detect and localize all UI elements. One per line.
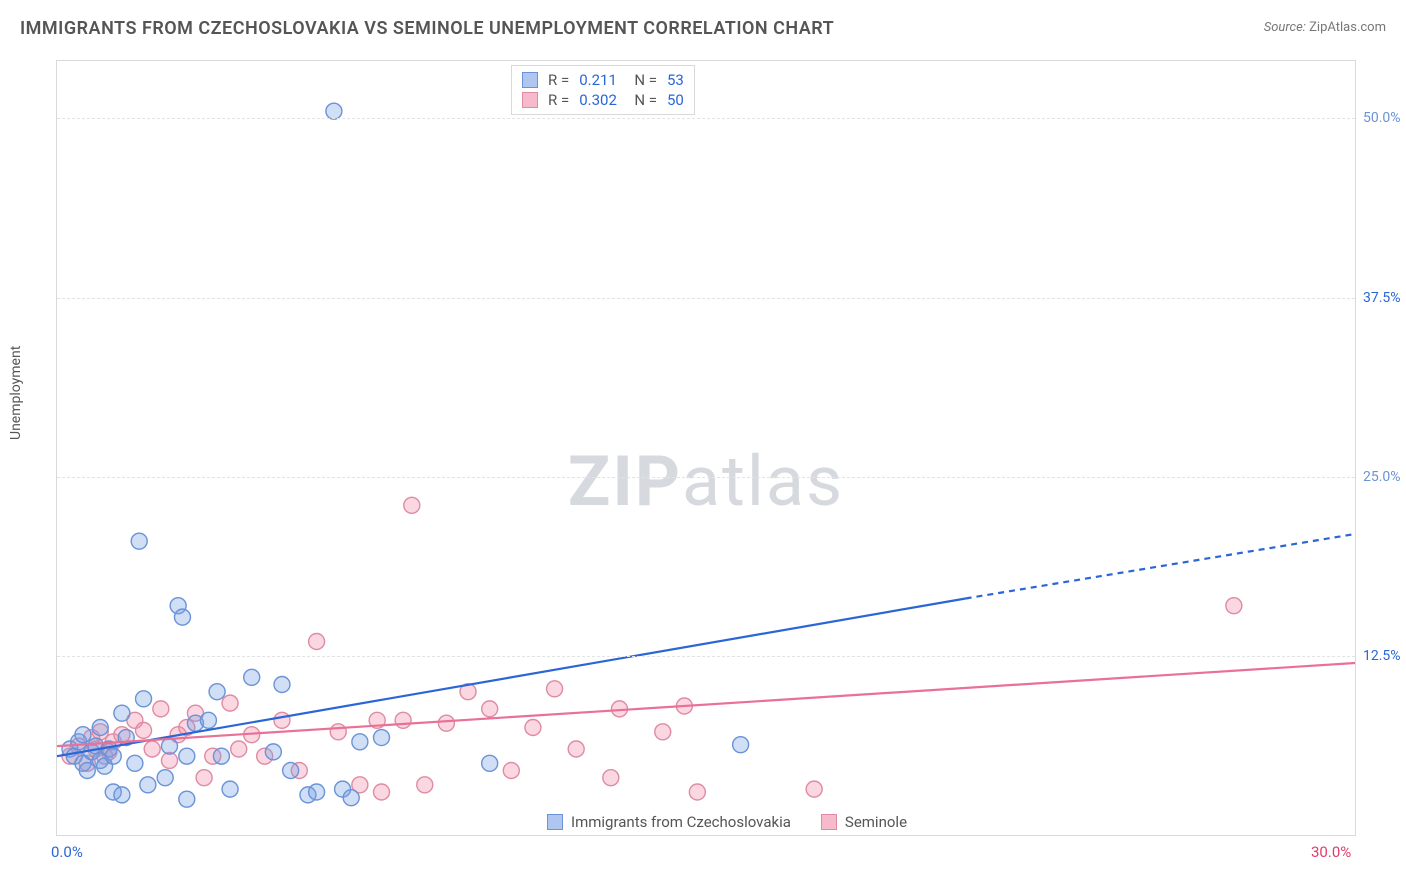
grid-line bbox=[57, 118, 1355, 119]
data-point bbox=[222, 695, 238, 711]
legend-swatch bbox=[547, 814, 563, 830]
data-point bbox=[244, 669, 260, 685]
legend-stats-row: R = 0.211 N = 53 bbox=[522, 70, 684, 90]
data-point bbox=[136, 691, 152, 707]
data-point bbox=[404, 497, 420, 513]
data-point bbox=[343, 790, 359, 806]
x-max-label: 30.0% bbox=[1311, 843, 1351, 861]
legend-series-label: Seminole bbox=[845, 813, 907, 831]
legend-r-value: 0.211 bbox=[579, 71, 617, 89]
legend-n-label: N = bbox=[627, 91, 657, 109]
source-value: ZipAtlas.com bbox=[1309, 20, 1386, 35]
data-point bbox=[309, 634, 325, 650]
data-point bbox=[689, 784, 705, 800]
data-point bbox=[330, 724, 346, 740]
data-point bbox=[1226, 598, 1242, 614]
grid-line bbox=[57, 477, 1355, 478]
data-point bbox=[127, 755, 143, 771]
data-point bbox=[309, 784, 325, 800]
data-point bbox=[806, 781, 822, 797]
data-point bbox=[482, 755, 498, 771]
data-point bbox=[503, 763, 519, 779]
data-point bbox=[547, 681, 563, 697]
legend-r-value: 0.302 bbox=[579, 91, 617, 109]
legend-stats: R = 0.211 N = 53R = 0.302 N = 50 bbox=[511, 65, 695, 115]
legend-n-value: 50 bbox=[667, 91, 684, 109]
legend-swatch bbox=[522, 72, 538, 88]
data-point bbox=[140, 777, 156, 793]
legend-stats-row: R = 0.302 N = 50 bbox=[522, 90, 684, 110]
legend-r-label: R = bbox=[548, 71, 569, 89]
grid-line bbox=[57, 298, 1355, 299]
data-point bbox=[374, 730, 390, 746]
data-point bbox=[114, 705, 130, 721]
data-point bbox=[179, 791, 195, 807]
y-tick-label: 50.0% bbox=[1363, 110, 1406, 126]
trend-line-a-dash bbox=[966, 534, 1355, 599]
data-point bbox=[352, 734, 368, 750]
data-point bbox=[231, 741, 247, 757]
data-point bbox=[196, 770, 212, 786]
source-label: Source: bbox=[1264, 20, 1306, 35]
y-axis-label: Unemployment bbox=[8, 346, 24, 440]
data-point bbox=[75, 727, 91, 743]
data-point bbox=[213, 748, 229, 764]
data-point bbox=[161, 738, 177, 754]
legend-swatch bbox=[821, 814, 837, 830]
chart-source: Source: ZipAtlas.com bbox=[1264, 20, 1386, 35]
legend-n-label: N = bbox=[627, 71, 657, 89]
legend-r-label: R = bbox=[548, 91, 569, 109]
x-origin-label: 0.0% bbox=[51, 843, 83, 861]
data-point bbox=[283, 763, 299, 779]
data-point bbox=[157, 770, 173, 786]
data-point bbox=[438, 715, 454, 731]
data-point bbox=[525, 720, 541, 736]
y-tick-label: 37.5% bbox=[1363, 290, 1406, 306]
y-tick-label: 12.5% bbox=[1363, 648, 1406, 664]
data-point bbox=[603, 770, 619, 786]
data-point bbox=[482, 701, 498, 717]
grid-line bbox=[57, 656, 1355, 657]
data-point bbox=[144, 741, 160, 757]
legend-series: Immigrants from Czechoslovakia Seminole bbox=[547, 813, 907, 831]
data-point bbox=[417, 777, 433, 793]
data-point bbox=[265, 744, 281, 760]
legend-n-value: 53 bbox=[667, 71, 684, 89]
trend-line-a bbox=[57, 599, 966, 757]
data-point bbox=[733, 737, 749, 753]
legend-series-item: Immigrants from Czechoslovakia bbox=[547, 813, 791, 831]
data-point bbox=[326, 103, 342, 119]
chart-svg bbox=[57, 61, 1355, 835]
data-point bbox=[114, 787, 130, 803]
data-point bbox=[395, 712, 411, 728]
data-point bbox=[374, 784, 390, 800]
y-tick-label: 25.0% bbox=[1363, 469, 1406, 485]
data-point bbox=[274, 677, 290, 693]
data-point bbox=[161, 752, 177, 768]
data-point bbox=[105, 748, 121, 764]
data-point bbox=[222, 781, 238, 797]
data-point bbox=[209, 684, 225, 700]
chart-container: IMMIGRANTS FROM CZECHOSLOVAKIA VS SEMINO… bbox=[0, 0, 1406, 892]
data-point bbox=[92, 720, 108, 736]
data-point bbox=[131, 533, 147, 549]
data-point bbox=[136, 722, 152, 738]
data-point bbox=[179, 748, 195, 764]
data-point bbox=[153, 701, 169, 717]
data-point bbox=[655, 724, 671, 740]
plot-area: ZIPatlas R = 0.211 N = 53R = 0.302 N = 5… bbox=[56, 60, 1356, 836]
legend-series-item: Seminole bbox=[821, 813, 907, 831]
data-point bbox=[568, 741, 584, 757]
chart-title: IMMIGRANTS FROM CZECHOSLOVAKIA VS SEMINO… bbox=[20, 18, 834, 39]
legend-swatch bbox=[522, 92, 538, 108]
data-point bbox=[200, 712, 216, 728]
data-point bbox=[174, 609, 190, 625]
data-point bbox=[274, 712, 290, 728]
legend-series-label: Immigrants from Czechoslovakia bbox=[571, 813, 791, 831]
